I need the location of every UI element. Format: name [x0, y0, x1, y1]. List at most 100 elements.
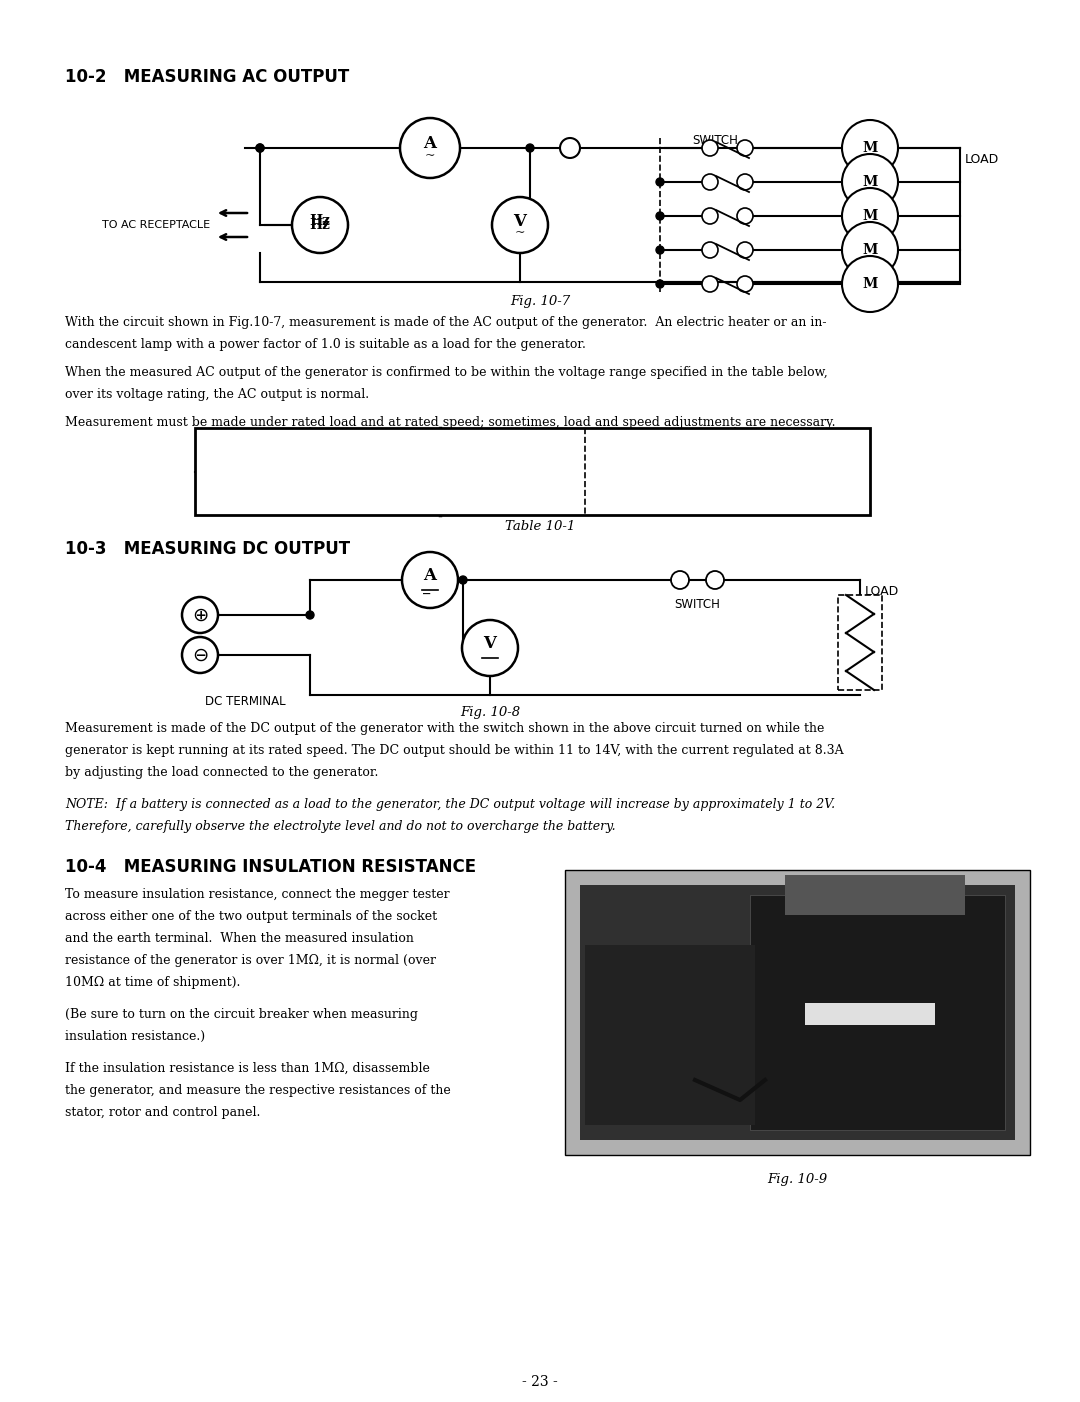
Text: ~: ~ [515, 227, 525, 240]
Text: 110V: 110V [357, 446, 392, 458]
Text: ⊖: ⊖ [192, 645, 208, 665]
Text: and the earth terminal.  When the measured insulation: and the earth terminal. When the measure… [65, 932, 414, 945]
Circle shape [462, 620, 518, 676]
Circle shape [561, 137, 580, 158]
Bar [585, 945, 755, 1124]
Text: Hz: Hz [310, 217, 330, 231]
Text: Measurement must be made under rated load and at rated speed; sometimes, load an: Measurement must be made under rated loa… [65, 416, 836, 429]
Text: across either one of the two output terminals of the socket: across either one of the two output term… [65, 910, 437, 923]
Bar [195, 428, 870, 515]
Bar [580, 885, 1015, 1140]
Text: (Be sure to turn on the circuit breaker when measuring: (Be sure to turn on the circuit breaker … [65, 1008, 418, 1021]
Circle shape [737, 140, 753, 156]
Text: DC TERMINAL: DC TERMINAL [205, 695, 285, 708]
Text: Range of: Range of [224, 481, 281, 495]
Circle shape [656, 280, 664, 287]
Text: 218 ~ 240V: 218 ~ 240V [622, 489, 698, 502]
Text: 10-2   MEASURING AC OUTPUT: 10-2 MEASURING AC OUTPUT [65, 69, 349, 86]
Text: 118 ~ 130V: 118 ~ 130V [475, 489, 550, 502]
Text: stator, rotor and control panel.: stator, rotor and control panel. [65, 1106, 260, 1119]
Circle shape [842, 154, 897, 210]
Text: over its voltage rating, the AC output is normal.: over its voltage rating, the AC output i… [65, 388, 369, 401]
Circle shape [737, 243, 753, 258]
Text: 10MΩ at time of shipment).: 10MΩ at time of shipment). [65, 976, 241, 988]
Circle shape [256, 144, 264, 151]
Text: NOTE:  If a battery is connected as a load to the generator, the DC output volta: NOTE: If a battery is connected as a loa… [65, 798, 835, 810]
Text: Fig. 10-9: Fig. 10-9 [768, 1173, 827, 1186]
Text: To measure insulation resistance, connect the megger tester: To measure insulation resistance, connec… [65, 887, 449, 901]
Bar [805, 1002, 935, 1025]
Circle shape [737, 207, 753, 224]
Text: the generator, and measure the respective resistances of the: the generator, and measure the respectiv… [65, 1084, 450, 1096]
Circle shape [702, 174, 718, 191]
Text: voltage: voltage [229, 498, 275, 510]
Text: LOAD: LOAD [865, 585, 900, 599]
Circle shape [656, 212, 664, 220]
Text: Measurement is made of the DC output of the generator with the switch shown in t: Measurement is made of the DC output of … [65, 722, 824, 735]
Text: With the circuit shown in Fig.10-7, measurement is made of the AC output of the : With the circuit shown in Fig.10-7, meas… [65, 315, 826, 329]
Circle shape [656, 245, 664, 254]
Circle shape [306, 611, 314, 620]
Circle shape [183, 637, 218, 673]
Text: Voltage: Voltage [229, 437, 276, 451]
Text: Fig. 10-7: Fig. 10-7 [510, 294, 570, 308]
Text: Hz: Hz [310, 215, 330, 229]
Text: M: M [862, 142, 878, 156]
Circle shape [526, 144, 534, 151]
Bar [565, 871, 1030, 1155]
Text: rating: rating [233, 454, 272, 467]
Circle shape [842, 121, 897, 177]
Circle shape [842, 257, 897, 313]
Text: 120V: 120V [495, 446, 530, 458]
Text: 10-3   MEASURING DC OUTPUT: 10-3 MEASURING DC OUTPUT [65, 540, 350, 558]
Text: M: M [862, 278, 878, 292]
Circle shape [737, 174, 753, 191]
Text: ⊕: ⊕ [192, 606, 208, 624]
Bar [838, 594, 882, 690]
Circle shape [702, 140, 718, 156]
Circle shape [292, 198, 348, 252]
Text: insulation resistance.): insulation resistance.) [65, 1030, 205, 1043]
Circle shape [183, 597, 218, 632]
Text: resistance of the generator is over 1MΩ, it is normal (over: resistance of the generator is over 1MΩ,… [65, 953, 436, 967]
Bar [785, 875, 966, 916]
Bar [750, 894, 1005, 1130]
Text: generator is kept running at its rated speed. The DC output should be within 11 : generator is kept running at its rated s… [65, 744, 843, 757]
Circle shape [492, 198, 548, 252]
Text: V: V [514, 213, 526, 230]
Circle shape [400, 118, 460, 178]
Text: 108 ~ 120V: 108 ~ 120V [337, 489, 413, 502]
Circle shape [256, 144, 264, 151]
Circle shape [737, 276, 753, 292]
Text: 230, 240V: 230, 240V [768, 446, 837, 458]
Circle shape [706, 571, 724, 589]
Text: candescent lamp with a power factor of 1.0 is suitable as a load for the generat: candescent lamp with a power factor of 1… [65, 338, 585, 350]
Text: Table 10-1: Table 10-1 [504, 520, 576, 533]
Text: 235 ~ 260V: 235 ~ 260V [765, 489, 840, 502]
Text: by adjusting the load connected to the generator.: by adjusting the load connected to the g… [65, 765, 378, 780]
Circle shape [842, 188, 897, 244]
Text: TO AC RECEPTACLE: TO AC RECEPTACLE [102, 220, 210, 230]
Circle shape [702, 207, 718, 224]
Circle shape [702, 276, 718, 292]
Text: M: M [862, 175, 878, 189]
Text: When the measured AC output of the generator is confirmed to be within the volta: When the measured AC output of the gener… [65, 366, 827, 379]
Text: V: V [484, 635, 497, 652]
Text: 220V: 220V [643, 446, 677, 458]
Circle shape [656, 178, 664, 186]
Text: A: A [423, 568, 436, 585]
Text: If the insulation resistance is less than 1MΩ, disassemble: If the insulation resistance is less tha… [65, 1061, 430, 1075]
Circle shape [702, 243, 718, 258]
Text: SWITCH: SWITCH [675, 599, 720, 611]
Text: ~: ~ [424, 150, 435, 163]
Text: 10-4   MEASURING INSULATION RESISTANCE: 10-4 MEASURING INSULATION RESISTANCE [65, 858, 476, 876]
Circle shape [842, 222, 897, 278]
Text: M: M [862, 243, 878, 257]
Text: Fig. 10-8: Fig. 10-8 [460, 707, 521, 719]
Text: LOAD: LOAD [966, 153, 999, 165]
Circle shape [459, 576, 467, 585]
Text: M: M [862, 209, 878, 223]
Text: A: A [423, 136, 436, 153]
Text: Therefore, carefully observe the electrolyte level and do not to overcharge the : Therefore, carefully observe the electro… [65, 820, 616, 833]
Text: - 23 -: - 23 - [522, 1375, 558, 1389]
